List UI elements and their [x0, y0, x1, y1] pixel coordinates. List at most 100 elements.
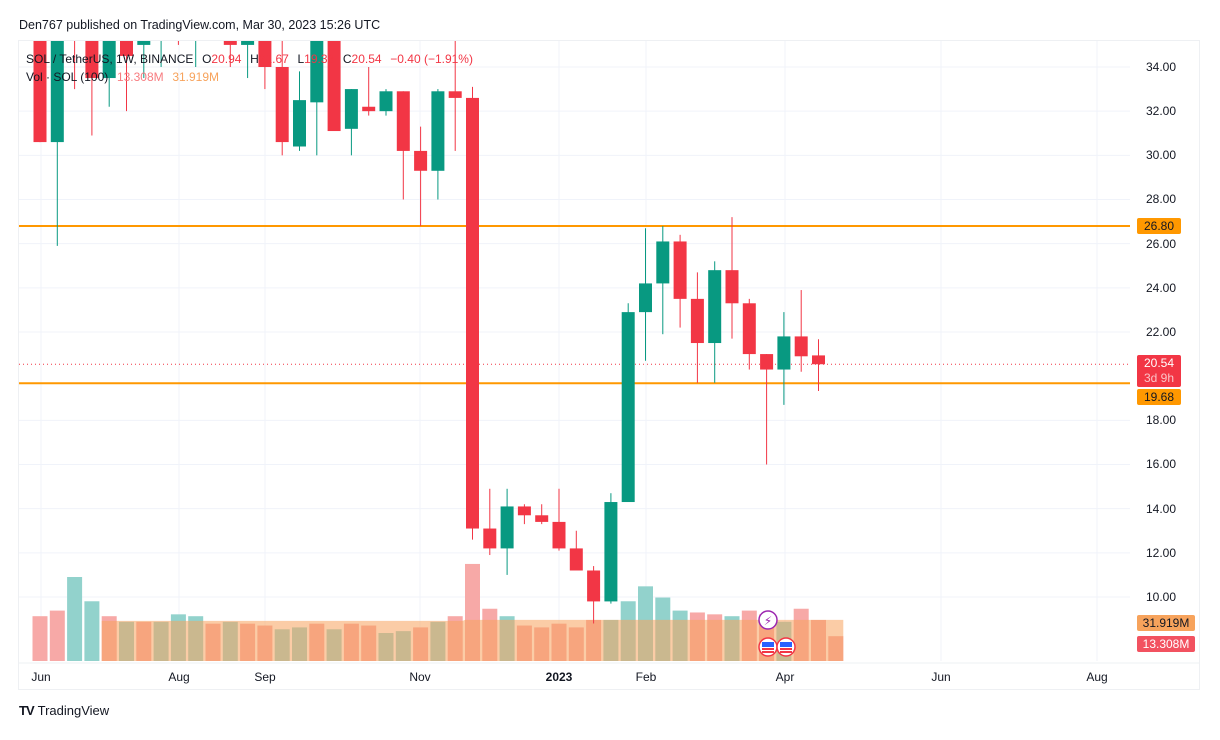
- volume-value: 13.308M: [116, 70, 164, 84]
- candle-body: [466, 97, 479, 529]
- candle-body: [85, 41, 99, 79]
- tradingview-logo[interactable]: TV TradingView: [19, 703, 109, 718]
- candle-body: [223, 41, 237, 45]
- change-value: −0.40 (−1.91%): [390, 52, 473, 66]
- candle-body: [258, 41, 272, 67]
- lightning-glyph: ⚡: [764, 614, 772, 628]
- candle-body: [327, 41, 341, 132]
- symbol-label[interactable]: SOL / TetherUS, 1W, BINANCE: [26, 52, 194, 66]
- candle-body: [379, 91, 393, 112]
- open-value: 20.94: [211, 52, 242, 66]
- candle-body: [500, 506, 514, 549]
- time-tick: Jun: [31, 670, 51, 684]
- candle-body: [587, 570, 601, 602]
- time-tick: Sep: [254, 670, 276, 684]
- candle-body: [207, 1, 220, 19]
- volume-ma-tag: 31.919M: [1137, 615, 1195, 631]
- candle-body: [552, 521, 566, 549]
- publisher-line: Den767 published on TradingView.com, Mar…: [19, 18, 381, 32]
- close-value: 20.54: [351, 52, 382, 66]
- candle-body: [812, 355, 825, 365]
- chart-frame[interactable]: [18, 40, 1200, 690]
- price-tick: 16.00: [1146, 457, 1177, 472]
- candle-body: [396, 91, 410, 151]
- candle-body: [241, 41, 255, 45]
- volume-bar: [84, 601, 100, 661]
- candle-body: [50, 41, 64, 143]
- price-tick: 24.00: [1146, 280, 1177, 295]
- time-tick: Nov: [409, 670, 431, 684]
- candle-body: [172, 1, 185, 23]
- price-tick: 22.00: [1146, 324, 1177, 339]
- candle-body: [656, 241, 670, 284]
- tradingview-brand: TradingView: [37, 703, 110, 718]
- price-tick: 28.00: [1146, 192, 1177, 207]
- candle-body: [725, 270, 739, 304]
- candle-body: [275, 67, 289, 143]
- time-tick: 2023: [545, 670, 573, 684]
- candle-body: [690, 298, 704, 344]
- candle-body: [362, 106, 376, 112]
- flag-stripe: [762, 651, 774, 653]
- candle-body: [604, 502, 618, 602]
- high-label: H: [250, 52, 259, 66]
- candle-body: [569, 548, 583, 571]
- resistance-level-tag: 26.80: [1137, 218, 1181, 234]
- volume-label[interactable]: Vol · SOL (100): [26, 70, 109, 84]
- candle-body: [517, 506, 531, 516]
- flag-canton: [762, 642, 774, 647]
- volume-row: Vol · SOL (100) 13.308M 31.919M: [26, 68, 475, 86]
- candle-body: [535, 515, 549, 522]
- ohlc-row: SOL / TetherUS, 1W, BINANCE O20.94 H21.6…: [26, 50, 475, 68]
- candle-body: [414, 150, 428, 171]
- low-label: L: [297, 52, 305, 66]
- candle-body: [310, 41, 324, 103]
- flag-canton: [780, 642, 792, 647]
- volume-tag: 13.308M: [1137, 636, 1195, 652]
- candle-body: [137, 41, 151, 45]
- candle-body: [448, 91, 462, 98]
- candle-body: [431, 91, 445, 171]
- price-tick: 30.00: [1146, 148, 1177, 163]
- close-label: C: [342, 52, 352, 66]
- time-tick: Aug: [168, 670, 190, 684]
- time-tick: Apr: [775, 670, 795, 684]
- flag-stripe: [780, 651, 792, 653]
- price-tick: 18.00: [1146, 413, 1177, 428]
- price-tick: 26.00: [1146, 236, 1177, 251]
- time-tick: Aug: [1086, 670, 1108, 684]
- tradingview-mark-icon: TV: [19, 703, 35, 718]
- lightning-event-icon: [758, 610, 778, 630]
- price-tick: 12.00: [1146, 545, 1177, 560]
- candle-body: [742, 303, 756, 355]
- price-tick: 10.00: [1146, 589, 1177, 604]
- time-tick: Feb: [635, 670, 657, 684]
- price-tick: 14.00: [1146, 501, 1177, 516]
- price-tick: 32.00: [1146, 104, 1177, 119]
- bar-countdown: 3d 9h: [1143, 371, 1175, 385]
- candle-body: [621, 312, 635, 503]
- candle-body: [639, 283, 652, 313]
- candle-body: [33, 41, 47, 143]
- candle-body: [777, 336, 791, 370]
- candle-body: [344, 89, 358, 129]
- candle-body: [102, 41, 116, 79]
- high-value: 21.67: [258, 52, 289, 66]
- plot-area: [19, 1, 1130, 661]
- candle-body: [673, 241, 687, 299]
- volume-bar: [32, 616, 48, 661]
- volume-bar: [67, 577, 83, 661]
- flag-stripe: [780, 648, 792, 650]
- candle-body: [155, 1, 168, 34]
- candle-body: [120, 41, 133, 56]
- last-price-value: 20.54: [1143, 356, 1175, 370]
- last-price-tag: 20.54 3d 9h: [1137, 355, 1181, 387]
- candle-body: [483, 528, 497, 549]
- volume-ma-value: 31.919M: [172, 70, 220, 84]
- chart-legend: SOL / TetherUS, 1W, BINANCE O20.94 H21.6…: [26, 50, 475, 86]
- candle-body: [794, 336, 808, 357]
- price-tick: 34.00: [1146, 60, 1177, 74]
- flag-stripe: [762, 648, 774, 650]
- low-value: 19.33: [304, 52, 335, 66]
